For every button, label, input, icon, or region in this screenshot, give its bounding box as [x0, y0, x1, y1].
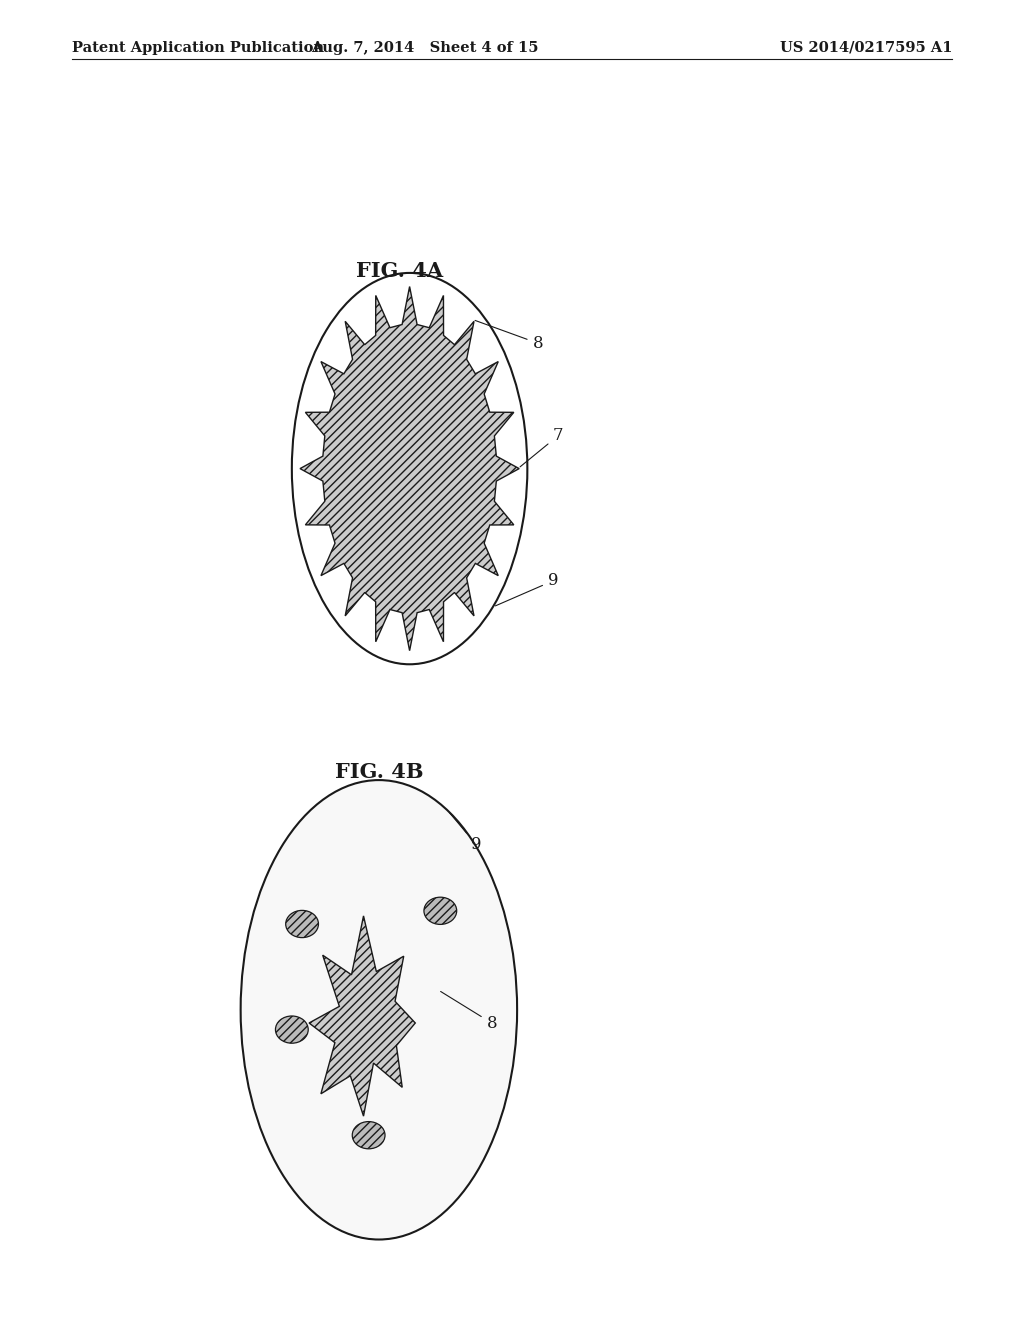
Ellipse shape [352, 1122, 385, 1148]
Text: 9: 9 [450, 813, 481, 853]
Text: 8: 8 [475, 321, 543, 351]
Text: 9: 9 [496, 573, 558, 606]
Text: Patent Application Publication: Patent Application Publication [72, 41, 324, 54]
Text: 7: 7 [520, 428, 563, 467]
Text: FIG. 4B: FIG. 4B [335, 762, 423, 783]
Text: US 2014/0217595 A1: US 2014/0217595 A1 [780, 41, 952, 54]
Ellipse shape [275, 1016, 308, 1043]
Polygon shape [309, 916, 416, 1117]
Ellipse shape [424, 898, 457, 924]
Ellipse shape [241, 780, 517, 1239]
Polygon shape [300, 286, 519, 651]
Text: Aug. 7, 2014   Sheet 4 of 15: Aug. 7, 2014 Sheet 4 of 15 [311, 41, 539, 54]
Text: FIG. 4A: FIG. 4A [355, 260, 443, 281]
Text: 8: 8 [440, 991, 497, 1031]
Ellipse shape [286, 911, 318, 937]
